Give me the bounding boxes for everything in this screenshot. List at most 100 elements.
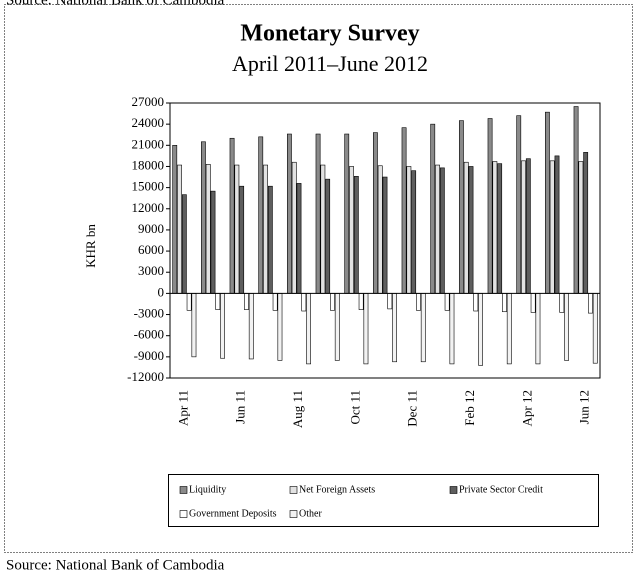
bar [349,166,354,294]
x-tick-label: Feb 12 [462,390,477,426]
bar [215,293,221,310]
bar [444,293,450,311]
legend-label: Government Deposits [189,508,277,519]
bar [387,293,393,310]
bar [492,161,498,294]
bar [411,170,417,294]
x-tick-label: Apr 12 [519,390,534,426]
bar [544,111,550,294]
legend-box [168,474,599,527]
bar [559,293,565,313]
bar [325,178,331,294]
y-axis-label: KHR bn [83,224,98,268]
y-tick-label: 15000 [132,179,165,194]
bar [344,133,350,294]
chart-subtitle: April 2011–June 2012 [232,51,428,76]
bar [578,161,584,294]
y-tick-label: 3000 [138,263,164,278]
legend-swatch [289,486,298,494]
source-top: Source: National Bank of Cambodia [6,0,225,8]
bar [525,158,531,294]
y-tick-label: 27000 [132,94,165,109]
bar [372,132,378,294]
y-tick-label: 21000 [132,136,165,151]
legend-swatch [179,486,188,494]
y-tick-label: 12000 [132,200,165,215]
bar [267,185,273,294]
bar [234,164,240,294]
bar [430,123,436,294]
legend-label: Private Sector Credit [459,484,543,495]
bar [439,167,445,294]
bar [554,155,560,294]
bar [205,164,211,294]
bar [181,194,187,294]
bar [478,293,483,366]
legend-label: Net Foreign Assets [299,484,375,495]
bar [272,293,278,311]
bar [382,176,388,294]
legend-swatch [449,486,458,494]
bar [353,176,359,294]
bar [530,293,536,313]
chart-title: Monetary Survey [240,21,419,47]
bar [186,293,192,311]
bar [564,293,569,361]
legend-label: Other [299,508,322,519]
y-tick-label: 18000 [132,157,165,172]
bar [363,293,369,365]
bar [277,293,283,361]
bar [248,293,254,360]
bar [583,152,589,294]
bar [406,166,412,294]
x-tick-label: Jun 12 [577,390,592,424]
bar [435,164,440,294]
legend-swatch [179,510,188,518]
bar [358,293,364,310]
bar [401,127,407,294]
bar [449,293,455,365]
bar [291,161,297,294]
bar [210,190,216,294]
bar [573,106,579,294]
bar [220,293,225,359]
x-tick-label: Aug 11 [290,390,305,428]
y-tick-label: -9000 [134,348,164,363]
y-tick-label: 9000 [138,221,164,236]
bar [468,166,474,294]
x-tick-label: Apr 11 [175,390,190,426]
bar [258,136,264,294]
x-tick-label: Dec 11 [405,390,420,427]
bar [301,293,307,312]
bar [334,293,340,361]
bar [487,118,493,294]
bar [506,293,512,365]
bar [239,185,245,294]
bar [588,293,593,314]
y-tick-label: -6000 [134,327,164,342]
y-tick-label: -3000 [134,306,164,321]
bar [306,293,311,365]
bar [296,183,302,294]
x-tick-label: Jun 11 [233,390,248,424]
bar [535,293,541,365]
bar [416,293,421,311]
bar [330,293,335,311]
y-tick-label: -12000 [127,369,164,384]
y-tick-label: 0 [158,284,165,299]
y-tick-label: 24000 [132,115,165,130]
bar [473,293,479,312]
bar [286,133,292,294]
bar [177,164,182,294]
bar [263,164,268,294]
bar [320,164,326,294]
bar [172,145,178,294]
legend-swatch [289,510,298,518]
bar [521,160,526,294]
bar [497,163,503,294]
bar [463,161,469,294]
bar [377,165,383,294]
bar [392,293,397,363]
bar [229,137,235,294]
